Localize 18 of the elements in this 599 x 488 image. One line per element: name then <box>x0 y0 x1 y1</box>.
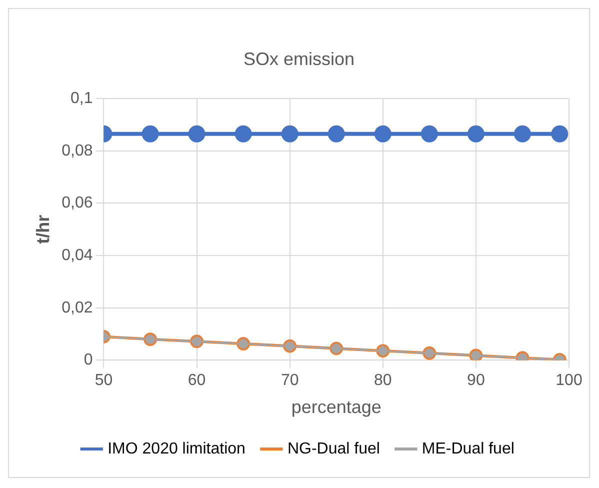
chart-title: SOx emission <box>243 48 355 69</box>
y-axis-title: t/hr <box>32 214 53 244</box>
legend-label: NG-Dual fuel <box>287 440 380 458</box>
x-tick-label: 70 <box>280 372 299 390</box>
legend-label: ME-Dual fuel <box>422 440 514 458</box>
x-tick-label: 60 <box>188 372 206 390</box>
y-tick-label: 0 <box>84 352 93 369</box>
legend-label: IMO 2020 limitation <box>108 440 246 458</box>
x-tick-label: 100 <box>556 372 582 390</box>
y-tick-label: 0,1 <box>70 90 93 108</box>
y-tick-label: 0,06 <box>62 194 93 212</box>
x-tick-label: 50 <box>94 372 113 390</box>
x-tick-label: 80 <box>374 372 392 390</box>
y-tick-label: 0,04 <box>62 246 93 264</box>
x-tick-label: 90 <box>467 372 485 390</box>
x-axis-title: percentage <box>291 397 382 418</box>
y-tick-label: 0,02 <box>62 299 93 316</box>
y-tick-label: 0,08 <box>62 142 93 160</box>
